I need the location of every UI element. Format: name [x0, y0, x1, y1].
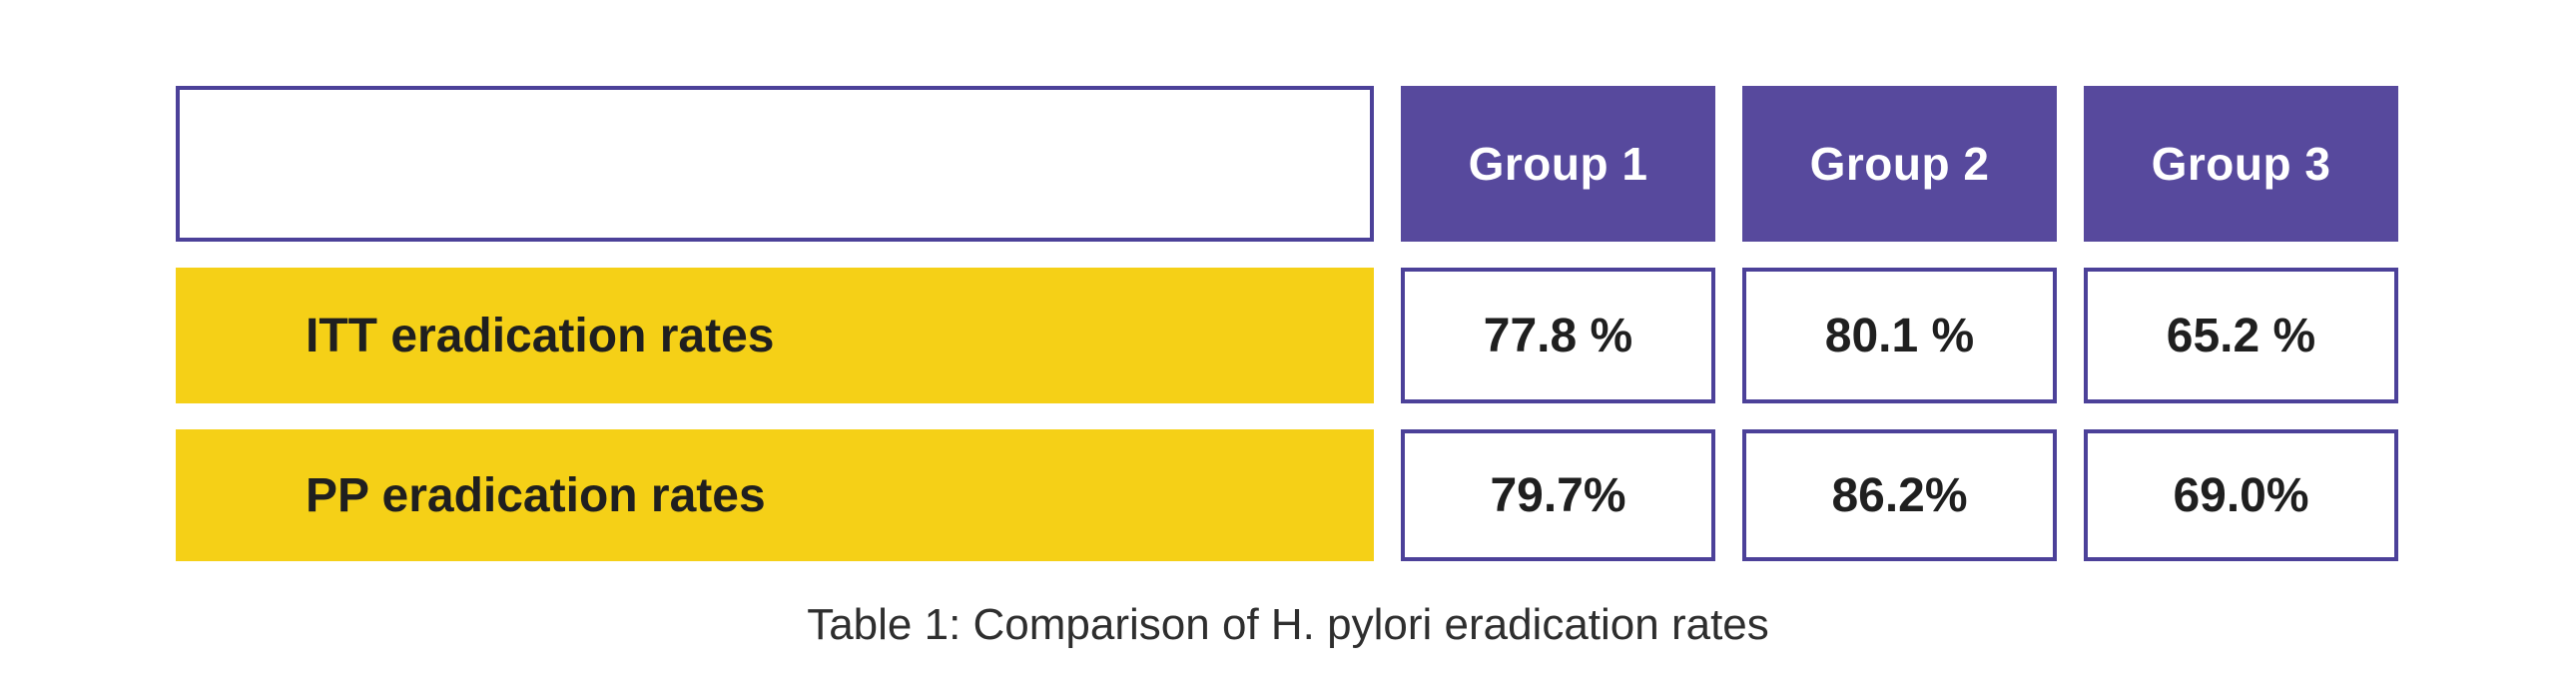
row-label-itt-eradication-rates: ITT eradication rates	[176, 268, 1374, 403]
header-cell-group-3: Group 3	[2084, 86, 2398, 242]
value-pp-group-1: 79.7%	[1401, 429, 1715, 561]
corner-cell	[176, 86, 1374, 242]
value-itt-group-1: 77.8 %	[1401, 268, 1715, 403]
value-pp-group-2: 86.2%	[1742, 429, 2057, 561]
value-pp-group-3: 69.0%	[2084, 429, 2398, 561]
header-cell-group-2: Group 2	[1742, 86, 2057, 242]
header-cell-group-1: Group 1	[1401, 86, 1715, 242]
value-itt-group-3: 65.2 %	[2084, 268, 2398, 403]
eradication-rates-table: Group 1 Group 2 Group 3 ITT eradication …	[176, 86, 2398, 561]
value-itt-group-2: 80.1 %	[1742, 268, 2057, 403]
table-caption: Table 1: Comparison of H. pylori eradica…	[807, 600, 1769, 649]
row-label-pp-eradication-rates: PP eradication rates	[176, 429, 1374, 561]
